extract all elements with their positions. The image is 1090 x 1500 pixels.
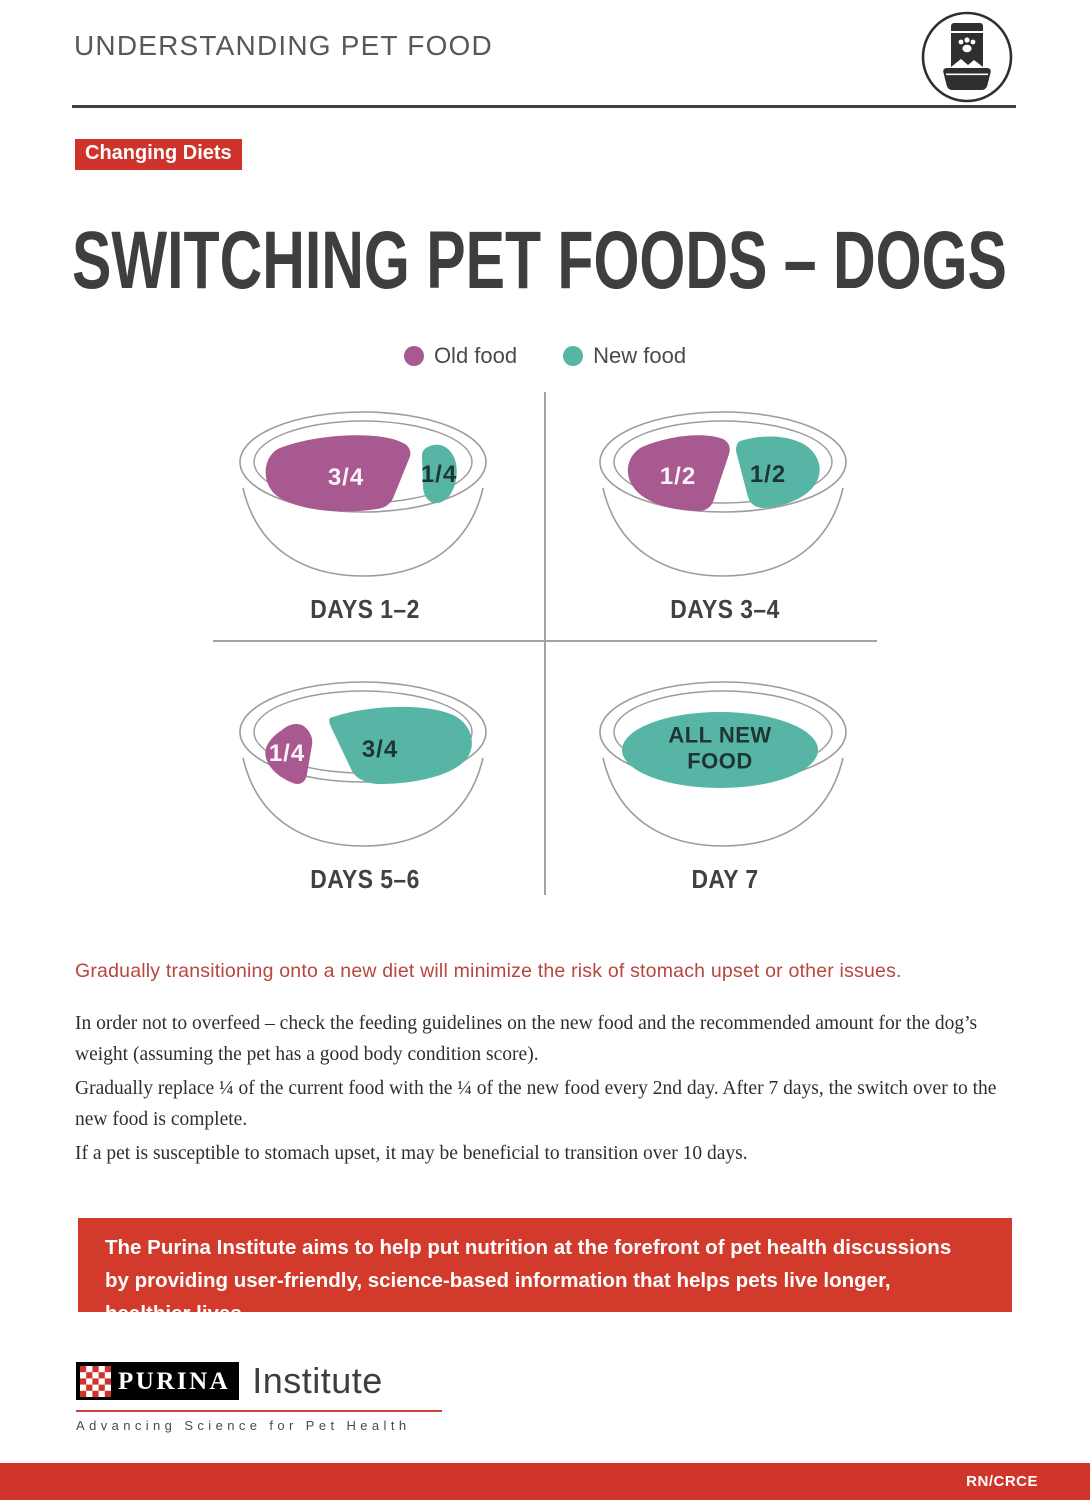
legend-label-new: New food xyxy=(593,343,687,368)
highlight-statement: Gradually transitioning onto a new diet … xyxy=(75,960,902,982)
bowl-days-3-4-diagram xyxy=(599,411,847,577)
legend-label-old: Old food xyxy=(433,343,518,368)
food-bowl-icon xyxy=(943,68,991,90)
bowl-day-label: DAYS 3–4 xyxy=(670,594,780,624)
bowl-days-5-6-diagram xyxy=(239,681,487,847)
old-food-portion xyxy=(627,435,730,511)
bowl-day-label: DAY 7 xyxy=(691,864,759,894)
new-fraction-label: ALL NEW FOOD xyxy=(668,722,772,774)
footer-bar: RN/CRCE xyxy=(0,1463,1090,1500)
transition-diagram-grid: 3/4 1/4 DAYS 1–2 1/2 1/2 DAYS 3–4 xyxy=(213,392,877,895)
bowl-day-7: ALL NEW FOOD DAY 7 xyxy=(590,672,860,895)
old-food-portion xyxy=(265,724,313,784)
section-badge: Changing Diets xyxy=(75,139,242,170)
new-food-portion xyxy=(329,706,472,784)
bowl-days-1-2-diagram xyxy=(239,411,487,577)
legend-item-new-food: New food xyxy=(563,343,686,369)
bowl-day-label: DAYS 1–2 xyxy=(310,594,420,624)
grid-horizontal-divider xyxy=(213,640,877,642)
old-food-dot-icon xyxy=(403,346,424,366)
purina-institute-logo: PURINA Institute Advancing Science for P… xyxy=(76,1360,442,1433)
footer-code: RN/CRCE xyxy=(966,1473,1038,1490)
grid-vertical-divider xyxy=(544,392,546,895)
purina-logo-box: PURINA xyxy=(76,1362,240,1400)
legend: Old food New food xyxy=(0,343,1090,369)
new-food-dot-icon xyxy=(563,346,584,366)
new-food-portion xyxy=(422,444,457,504)
paw-icon xyxy=(958,37,976,53)
new-fraction-label: 1/4 xyxy=(420,461,458,488)
body-paragraph: Gradually replace ¼ of the current food … xyxy=(75,1078,997,1131)
new-fraction-label: 1/2 xyxy=(749,461,787,488)
legend-item-old-food: Old food xyxy=(403,343,518,369)
old-fraction-label: 3/4 xyxy=(327,464,365,491)
page-title: SWITCHING PET FOODS – DOGS xyxy=(72,215,1007,306)
new-fraction-label: 3/4 xyxy=(361,736,399,763)
new-food-portion xyxy=(622,712,818,788)
body-paragraph: If a pet is susceptible to stomach upset… xyxy=(75,1143,748,1164)
logo-tagline: Advancing Science for Pet Health xyxy=(76,1418,411,1433)
bowl-day-label: DAYS 5–6 xyxy=(310,864,420,894)
header-title: UNDERSTANDING PET FOOD xyxy=(74,30,493,61)
bowl-days-1-2: 3/4 1/4 DAYS 1–2 xyxy=(230,402,500,625)
purina-checkerboard-icon xyxy=(80,1365,111,1397)
header-divider xyxy=(72,105,1016,108)
old-fraction-label: 1/4 xyxy=(268,740,306,767)
old-fraction-label: 1/2 xyxy=(659,463,697,490)
institute-wordmark: Institute xyxy=(252,1360,383,1401)
bowl-day-7-diagram xyxy=(599,681,847,847)
mission-banner: The Purina Institute aims to help put nu… xyxy=(78,1218,1012,1325)
bowl-days-3-4: 1/2 1/2 DAYS 3–4 xyxy=(590,402,860,625)
bowl-days-5-6: 1/4 3/4 DAYS 5–6 xyxy=(230,672,500,895)
new-food-portion xyxy=(736,436,820,508)
body-paragraph: In order not to overfeed – check the fee… xyxy=(75,1013,978,1066)
purina-wordmark: PURINA xyxy=(118,1367,231,1395)
old-food-portion xyxy=(265,435,411,512)
pet-food-bag-bowl-icon xyxy=(920,10,1014,109)
logo-divider xyxy=(76,1410,442,1412)
